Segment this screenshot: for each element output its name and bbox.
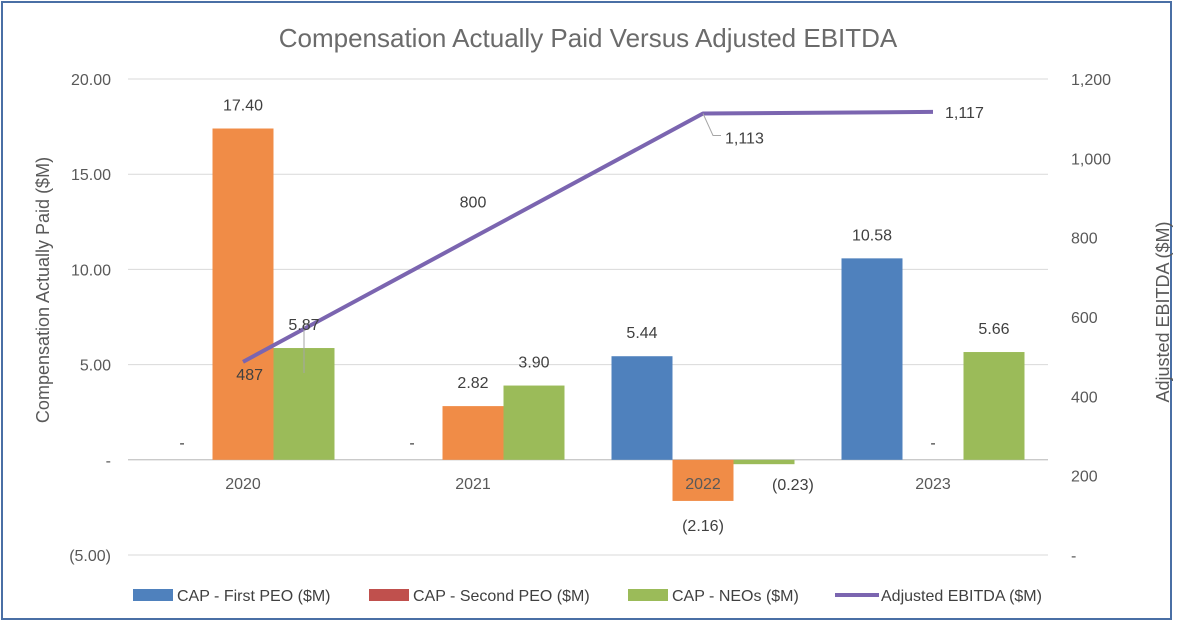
legend-label: CAP - NEOs ($M) [672,588,799,605]
line-data-label: 1,117 [945,105,984,122]
data-label: 5.44 [626,325,657,342]
chart-canvas: Compensation Actually Paid Versus Adjust… [33,23,1173,605]
line-data-label: 487 [236,367,263,384]
data-label: - [179,435,184,452]
y2-tick-label: 400 [1071,389,1098,406]
legend-swatch [133,589,173,601]
legend-label: Adjusted EBITDA ($M) [881,588,1042,605]
bar-cap-neos-m--2023 [963,352,1025,460]
y-tick-label: 10.00 [71,262,111,279]
bar-cap-first-peo-m--2022 [611,356,673,460]
data-label: 2.82 [457,375,488,392]
bar-cap-neos-m--2022 [733,459,795,465]
leader-line [702,113,721,137]
line-data-label: 1,113 [725,131,764,148]
x-tick-label: 2022 [685,476,721,493]
x-tick-label: 2021 [455,476,491,493]
y-axis-title: Compensation Actually Paid ($M) [33,157,53,423]
y2-tick-label: 200 [1071,469,1098,486]
data-labels: - 17.40 5.87 - 2.82 3.90 5.44 (2.16) (0.23) 10.58… [179,98,1009,535]
y-tick-label: - [106,453,111,470]
legend-label: CAP - First PEO ($M) [177,588,331,605]
y2-tick-label: 800 [1071,231,1098,248]
y-tick-label: 15.00 [71,167,111,184]
chart-title: Compensation Actually Paid Versus Adjust… [279,23,898,53]
data-label: (0.23) [772,477,814,494]
bar-cap-first-peo-m--2023 [841,258,903,460]
x-tick-label: 2020 [225,476,261,493]
y2-tick-label: 1,200 [1071,72,1111,89]
line-group [242,109,934,373]
data-label: 10.58 [852,227,892,244]
legend-swatch [369,589,409,601]
legend-label: CAP - Second PEO ($M) [413,588,590,605]
y2-axis-title: Adjusted EBITDA ($M) [1153,221,1173,402]
bar-cap-second-peo-m--2021 [442,406,504,460]
legend-swatch [628,589,668,601]
data-label: 5.87 [288,317,319,334]
y-tick-label: (5.00) [69,548,111,565]
legend: CAP - First PEO ($M) CAP - Second PEO ($M… [133,588,1042,605]
y2-tick-label: 600 [1071,310,1098,327]
y-tick-label: 20.00 [71,72,111,89]
data-label: 17.40 [223,98,263,115]
bar-cap-second-peo-m--2022 [672,459,734,501]
bar-cap-neos-m--2021 [503,385,565,460]
line-adjusted-ebitda [242,109,934,364]
line-data-label: 800 [460,195,487,212]
y-tick-label: 5.00 [80,358,111,375]
y2-tick-label: - [1071,548,1076,565]
data-label: 5.66 [978,321,1009,338]
data-label: - [930,435,935,452]
x-tick-label: 2023 [915,476,951,493]
y2-tick-label: 1,000 [1071,151,1111,168]
data-label: - [409,435,414,452]
data-label: 3.90 [518,355,549,372]
bar-cap-second-peo-m--2020 [212,128,274,460]
data-label: (2.16) [682,518,724,535]
axis-labels: (5.00) - 5.00 10.00 15.00 20.00 - 200 400 600 800 1… [69,72,1111,565]
